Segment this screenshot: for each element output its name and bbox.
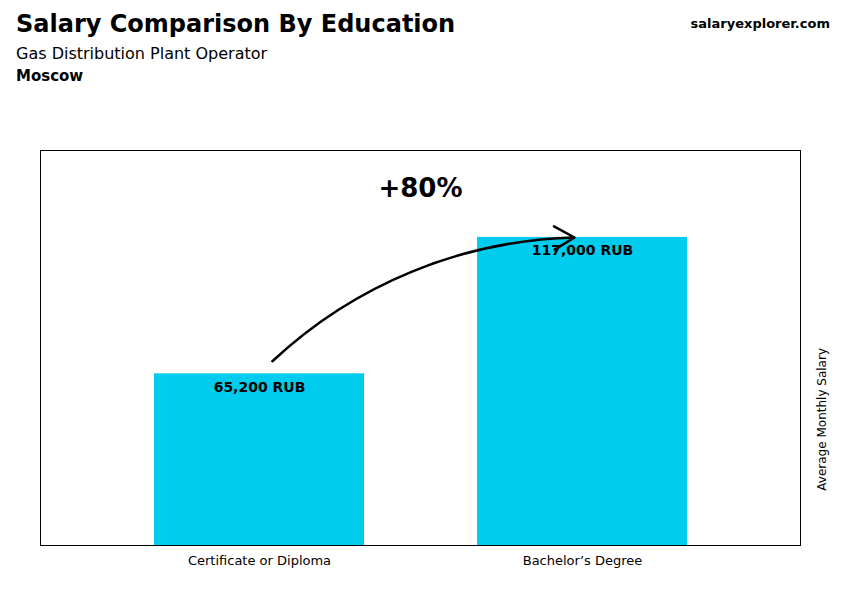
svg-text:65,200 RUB: 65,200 RUB <box>214 379 306 395</box>
svg-text:Certificate or Diploma: Certificate or Diploma <box>188 553 331 568</box>
svg-text:+80%: +80% <box>378 173 462 203</box>
svg-text:Bachelor’s Degree: Bachelor’s Degree <box>523 553 643 568</box>
html-text:Salary Comparison By Education: Salary Comparison By Education <box>16 10 456 38</box>
svg-text:117,000 RUB: 117,000 RUB <box>532 242 633 258</box>
html-text:salaryexplorer.com: salaryexplorer.com <box>690 16 830 31</box>
html-text:Moscow: Moscow <box>16 67 84 85</box>
html-text:Gas Distribution Plant Operato: Gas Distribution Plant Operator <box>16 44 268 63</box>
svg-text:Average Monthly Salary: Average Monthly Salary <box>815 348 829 491</box>
